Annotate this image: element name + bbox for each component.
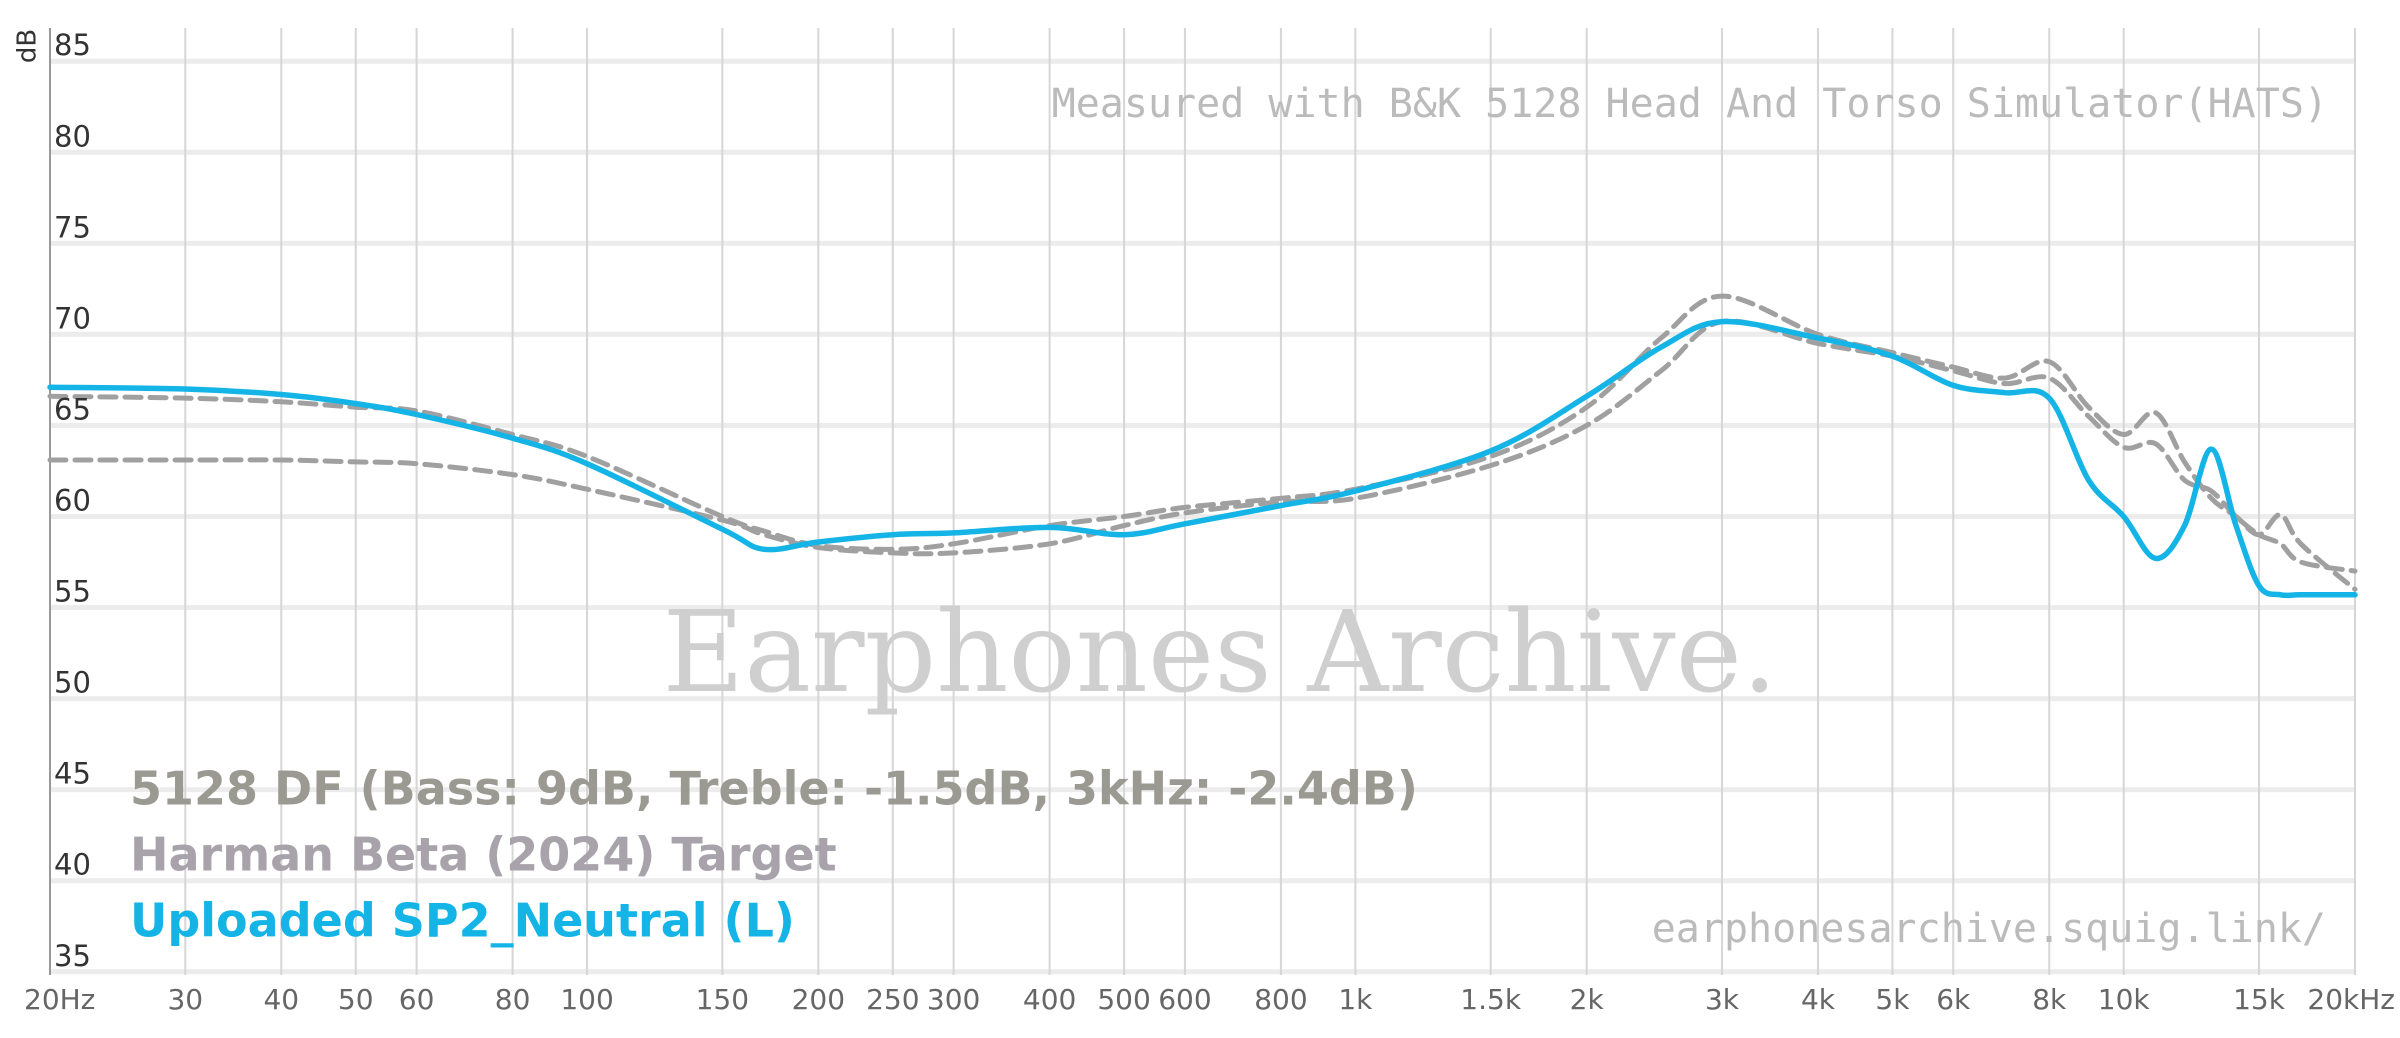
plot-lines: [47, 293, 2358, 599]
x-tick-label: 50: [338, 983, 374, 1016]
measurement-note: Measured with B&K 5128 Head And Torso Si…: [1052, 81, 2328, 127]
site-url: earphonesarchive.squig.link/: [1652, 906, 2326, 952]
y-tick-label: 70: [54, 301, 91, 335]
frequency-response-line: [47, 293, 2358, 592]
x-tick-label: 100: [560, 983, 613, 1016]
x-tick-label: 60: [399, 983, 435, 1016]
y-tick-label: 75: [54, 210, 91, 244]
x-tick-label: 1.5k: [1460, 983, 1522, 1016]
x-tick-label: 80: [495, 983, 531, 1016]
y-tick-label: 50: [54, 666, 91, 700]
x-tick-label: 150: [696, 983, 749, 1016]
x-tick-label: 8k: [2032, 983, 2067, 1016]
x-tick-label: 20kHz: [2307, 983, 2395, 1016]
x-tick-label: 3k: [1705, 983, 1740, 1016]
legend: 5128 DF (Bass: 9dB, Treble: -1.5dB, 3kHz…: [130, 762, 1418, 948]
grid: [49, 28, 2356, 975]
x-tick-label: 300: [927, 983, 980, 1016]
x-tick-label: 500: [1097, 983, 1150, 1016]
y-tick-label: 35: [54, 939, 91, 973]
x-tick-label: 6k: [1936, 983, 1971, 1016]
x-tick-label: 5k: [1875, 983, 1910, 1016]
legend-entry: 5128 DF (Bass: 9dB, Treble: -1.5dB, 3kHz…: [130, 762, 1418, 816]
y-tick-label: 55: [54, 575, 91, 609]
x-tick-label: 200: [792, 983, 845, 1016]
x-tick-label: 10k: [2098, 983, 2151, 1016]
y-tick-label: 65: [54, 392, 91, 426]
y-tick-label: 60: [54, 484, 91, 518]
legend-entry: Harman Beta (2024) Target: [130, 828, 837, 882]
frequency-response-line: [47, 318, 2358, 574]
x-tick-label: 250: [866, 983, 919, 1016]
x-tick-label: 800: [1254, 983, 1307, 1016]
frequency-response-line: [47, 318, 2358, 599]
watermark: Earphones Archive.: [662, 588, 1777, 718]
y-tick-label: 85: [54, 28, 91, 62]
y-tick-label: 40: [54, 848, 91, 882]
y-tick-label: 45: [54, 757, 91, 791]
y-axis-label: dB: [13, 29, 43, 63]
legend-entry: Uploaded SP2_Neutral (L): [130, 894, 795, 948]
x-tick-label: 20Hz: [24, 983, 95, 1016]
x-tick-label: 4k: [1801, 983, 1836, 1016]
x-tick-label: 400: [1023, 983, 1076, 1016]
x-tick-label: 1k: [1338, 983, 1373, 1016]
x-tick-label: 2k: [1570, 983, 1605, 1016]
x-tick-label: 40: [263, 983, 299, 1016]
y-tick-label: 80: [54, 119, 91, 153]
x-tick-label: 600: [1158, 983, 1211, 1016]
x-tick-label: 30: [167, 983, 203, 1016]
x-tick-label: 15k: [2233, 983, 2286, 1016]
